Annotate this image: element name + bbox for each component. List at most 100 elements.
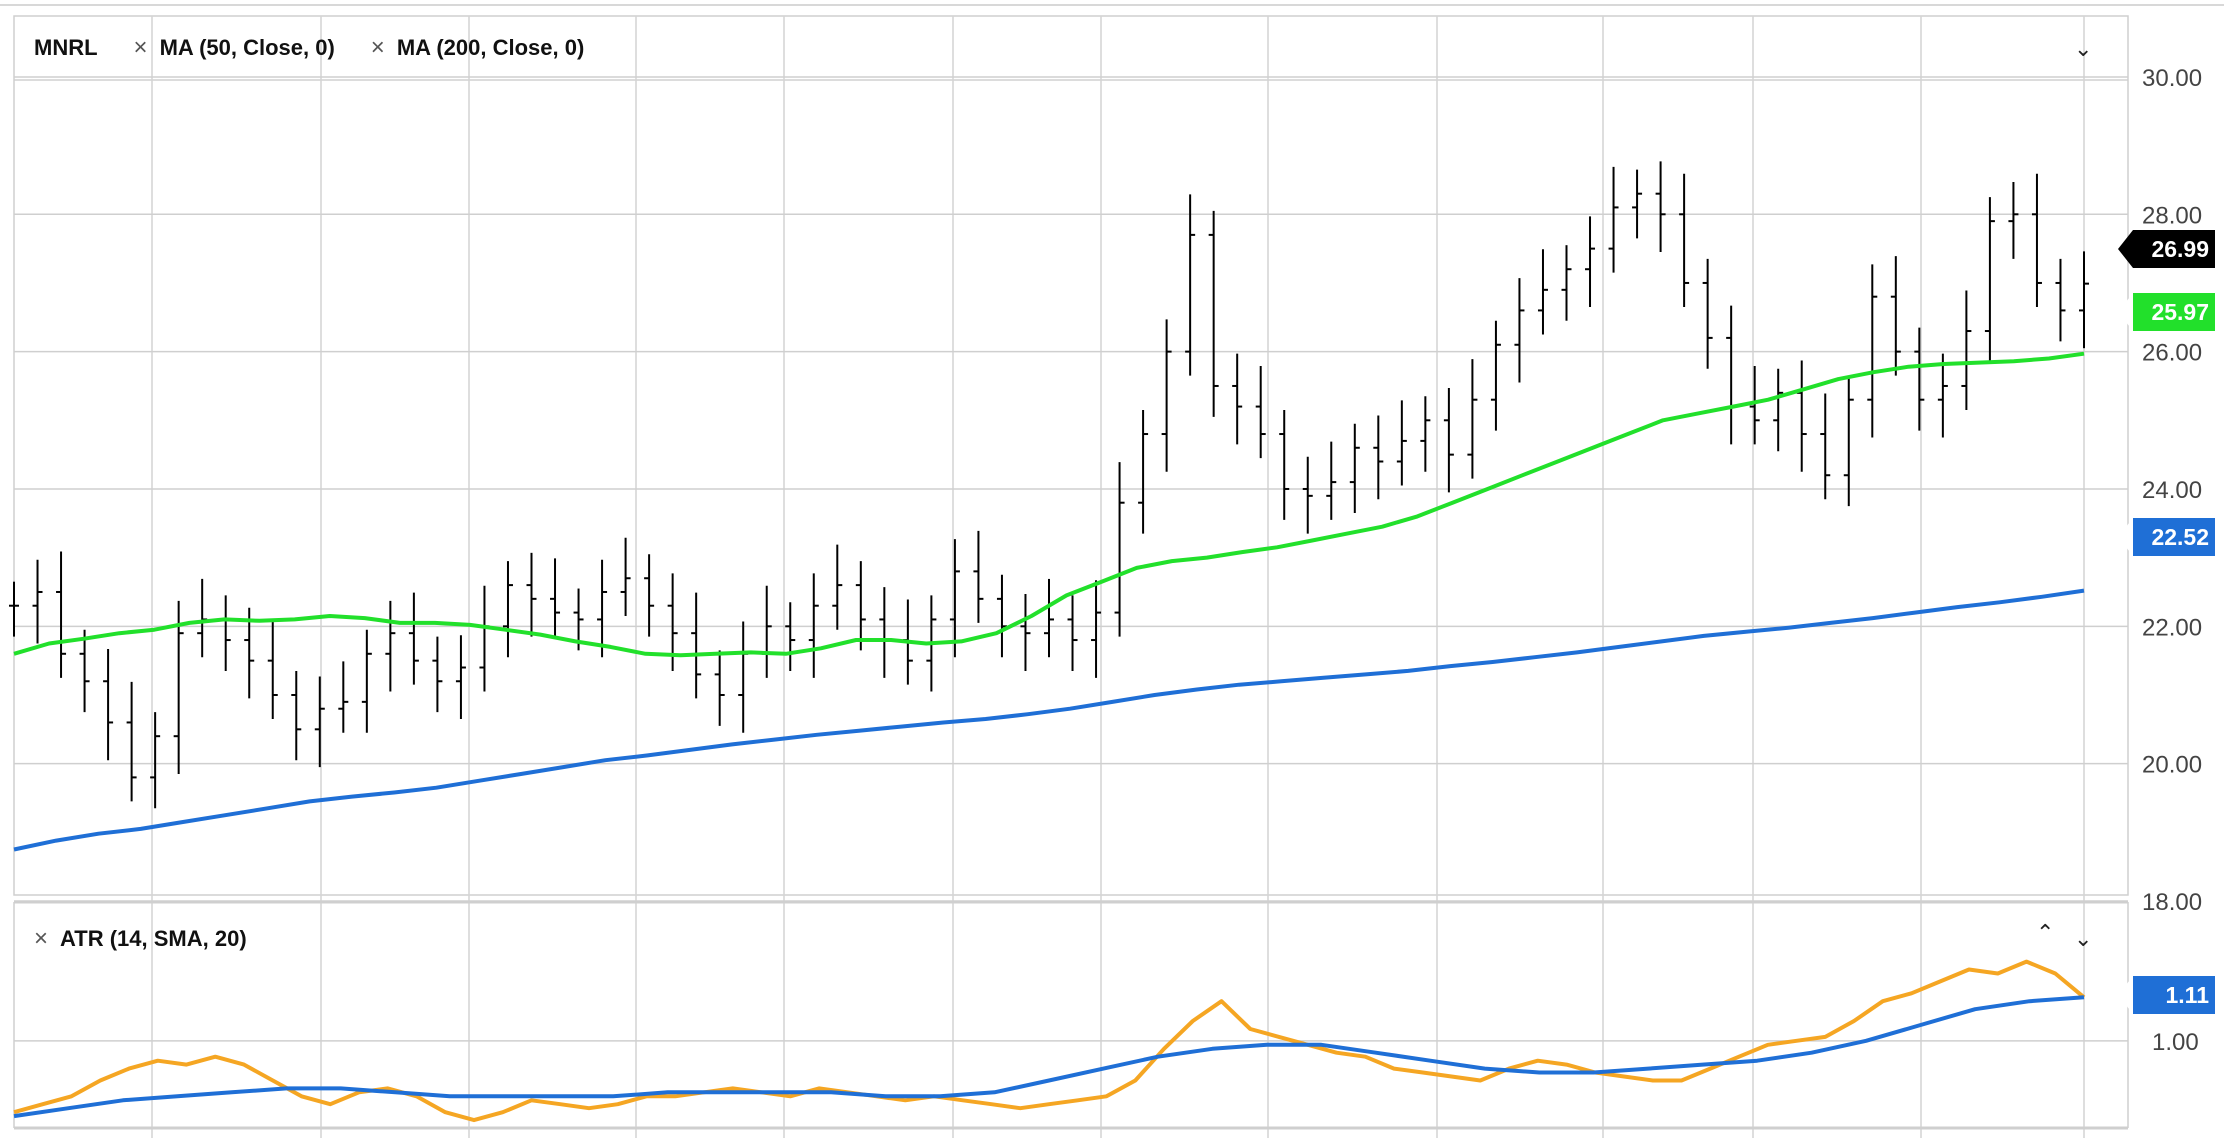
ohlc-bar [1749,366,1760,445]
ohlc-bar [1490,320,1501,431]
ohlc-bar [1937,353,1948,438]
ohlc-bar [1255,366,1266,459]
ohlc-bar [1702,258,1713,369]
ohlc-bar [761,585,772,678]
atr-line [13,959,2086,1123]
ohlc-bar [220,595,231,671]
ohlc-bar [1773,368,1784,452]
ohlc-bar [785,602,796,671]
ohlc-bar [338,661,349,733]
ohlc-bar [1467,359,1478,479]
remove-atr-icon[interactable]: × [34,925,49,952]
ohlc-bar [644,554,655,637]
ohlc-bar [455,635,466,720]
ma50-line [13,351,2085,658]
ohlc-bar [32,559,43,644]
ohlc-bar [2055,258,2066,342]
ohlc-bar [1420,396,1431,472]
last-price-badge: 26.99 [2118,230,2215,268]
move-up-chevron-up-icon[interactable]: ⌃ [2036,920,2055,945]
ohlc-bar [1208,210,1219,417]
ohlc-bar [1655,161,1666,253]
ohlc-bar [361,629,372,733]
ohlc-bar [1138,409,1149,534]
ohlc-bar [2031,173,2042,307]
ohlc-bar [996,574,1007,658]
collapse-main-chevron-down-icon[interactable]: ⌄ [2074,36,2093,61]
ohlc-bar [9,581,19,637]
ohlc-bar [550,558,561,637]
ohlc-bar [1396,400,1407,486]
ohlc-bar [808,573,819,678]
ma200-value: 22.52 [2151,523,2209,550]
ohlc-bar [738,621,749,733]
move-down-chevron-down-icon[interactable]: ⌄ [2074,926,2093,951]
ohlc-bar [1067,595,1078,671]
ohlc-bar [1185,194,1196,376]
remove-ma50-icon[interactable]: × [133,34,148,61]
ma200-legend-label: MA (200, Close, 0) [396,35,585,60]
ohlc-bar [620,537,631,617]
ohlc-bar [408,592,419,685]
ohlc-bar [291,670,302,761]
ohlc-bar [267,620,278,720]
ohlc-bar [1585,216,1596,307]
ohlc-bar [1161,319,1172,472]
ohlc-bar [1302,456,1313,534]
ohlc-bar [385,600,396,692]
ohlc-bar [244,607,255,699]
ohlc-bar [1608,166,1619,273]
price-tick-label: 26.00 [2142,340,2202,367]
ohlc-bar [879,587,890,678]
symbol-label: MNRL [34,35,98,60]
ma50-badge: 25.97 [2118,293,2215,331]
main-panel-frame [13,15,2129,896]
ohlc-bar [1443,388,1454,493]
ohlc-bar [1867,264,1878,438]
ohlc-bar [1679,173,1690,307]
ohlc-bar [1632,169,1643,239]
price-tick-label: 20.00 [2142,752,2202,779]
ohlc-bar [1843,375,1854,507]
ohlc-bar [1961,290,1972,410]
ohlc-bar [197,578,208,658]
atr-tick-label: 1.00 [2152,1029,2199,1056]
price-tick-label: 18.00 [2142,889,2202,916]
ohlc-bar [691,592,702,699]
ma50-value: 25.97 [2151,298,2209,325]
ohlc-bar [1726,305,1737,445]
ohlc-bar [1020,594,1031,671]
atr-badge: 1.11 [2118,976,2215,1014]
ohlc-bar [1796,360,1807,472]
price-tick-label: 22.00 [2142,614,2202,641]
atr-legend-label: ATR (14, SMA, 20) [60,926,247,951]
ohlc-bar [173,600,184,774]
ohlc-bar [1349,423,1360,514]
ohlc-bar [1514,278,1525,383]
ohlc-bar [714,650,725,726]
ma200-badge: 22.52 [2118,518,2215,556]
ohlc-bar [949,539,960,658]
ohlc-bar [1820,393,1831,500]
remove-ma200-icon[interactable]: × [370,34,385,61]
ohlc-bar [1279,409,1290,520]
ma200-line [13,588,2085,852]
ohlc-bar [1373,415,1384,500]
ohlc-bar [1232,353,1243,445]
ohlc-bar [1984,197,1995,362]
ohlc-bar [832,544,843,630]
price-tick-label: 24.00 [2142,477,2202,504]
atr-sma-line [13,995,2085,1119]
ohlc-bar [1914,327,1925,431]
ohlc-bar [502,561,513,658]
ohlc-bar [526,552,537,637]
ohlc-bar [1890,256,1901,376]
ohlc-bar [56,551,67,678]
atr-value: 1.11 [2165,981,2210,1008]
ohlc-bar [973,530,984,623]
ohlc-bar [597,559,608,658]
ohlc-bar [79,629,90,713]
ma50-legend-label: MA (50, Close, 0) [159,35,335,60]
ohlc-bar [1091,580,1102,678]
